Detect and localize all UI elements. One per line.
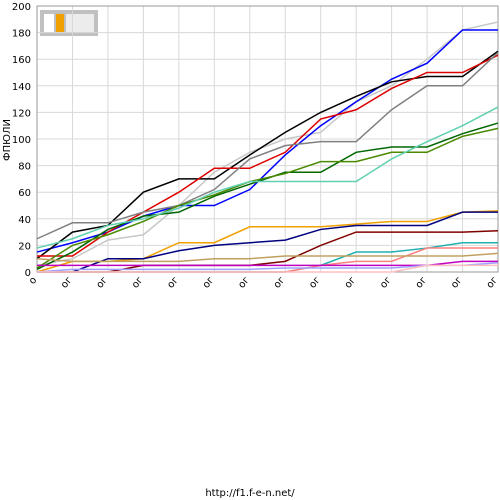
series-line — [36, 21, 499, 267]
x-tick-label: о — [27, 275, 39, 287]
series-line — [36, 106, 499, 249]
y-tick-label: 80 — [18, 162, 31, 173]
y-tick-label: 20 — [18, 241, 31, 252]
y-tick-label: 140 — [12, 82, 31, 93]
logo — [40, 10, 98, 36]
series-line — [36, 52, 499, 240]
y-tick-label: 160 — [12, 55, 31, 66]
y-tick-label: 0 — [25, 268, 31, 279]
series-line — [36, 127, 499, 269]
series-line — [37, 211, 498, 273]
y-tick-label: 40 — [18, 215, 31, 226]
series-line — [37, 54, 499, 257]
y-tick-label: 60 — [18, 188, 31, 199]
footer: http://f1.f-e-n.net/ — [205, 488, 295, 499]
series-line — [36, 252, 499, 263]
series-line — [37, 230, 499, 273]
y-tick-label: 180 — [12, 29, 31, 40]
y-tick-label: 200 — [12, 2, 31, 13]
series-line — [37, 264, 498, 273]
x-tick-label: ог — [485, 275, 500, 291]
series-line — [36, 50, 499, 260]
y-tick-label: 100 — [12, 135, 31, 146]
y-tick-label: 120 — [12, 108, 31, 119]
y-axis-label: ФПЮЛИ — [2, 119, 13, 161]
